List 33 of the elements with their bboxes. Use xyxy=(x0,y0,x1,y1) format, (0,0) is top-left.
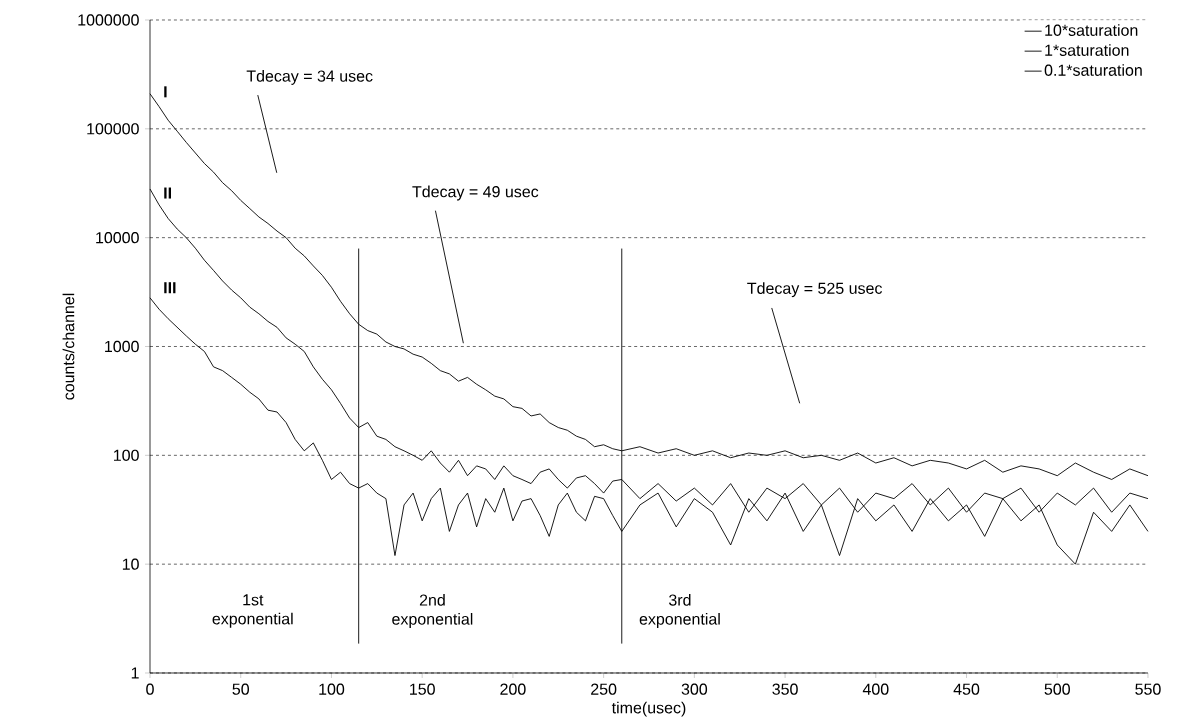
x-axis-title: time(usec) xyxy=(611,701,686,717)
annotation: Tdecay = 34 usec xyxy=(246,70,373,85)
y-tick-label: 10 xyxy=(122,558,139,570)
x-tick-label: 0 xyxy=(146,683,154,695)
y-tick-label: 100 xyxy=(114,449,139,461)
annotation: Tdecay = 525 usec xyxy=(747,282,883,298)
annotation: II xyxy=(164,187,171,199)
legend-label: 10*saturation xyxy=(1045,24,1138,36)
y-tick-label: 1000 xyxy=(105,340,139,353)
x-tick-label: 550 xyxy=(1135,683,1161,695)
x-tick-label: 150 xyxy=(410,683,435,695)
y-tick-label: 10000 xyxy=(96,232,139,244)
y-axis-title: counts/channel xyxy=(62,293,75,400)
legend-label: 1*saturation xyxy=(1045,44,1129,56)
x-tick-label: 500 xyxy=(1044,683,1070,695)
annotation: 3rd exponential xyxy=(639,594,720,628)
x-tick-label: 200 xyxy=(500,683,526,695)
x-tick-label: 350 xyxy=(772,683,798,695)
annotation: 1st exponential xyxy=(212,594,293,628)
y-tick-label: 100000 xyxy=(87,123,139,135)
x-tick-label: 400 xyxy=(862,683,889,695)
legend-label: 0.1*saturation xyxy=(1044,64,1142,76)
y-tick-label: 1 xyxy=(131,667,139,679)
x-tick-label: 50 xyxy=(232,683,250,695)
x-tick-label: 450 xyxy=(953,683,980,695)
annotation: I xyxy=(164,86,167,98)
annotation: 2nd exponential xyxy=(392,594,473,628)
annotation: III xyxy=(164,282,176,294)
y-tick-label: 1000000 xyxy=(78,14,139,26)
annotation: Tdecay = 49 usec xyxy=(412,185,539,201)
x-tick-label: 100 xyxy=(319,683,345,695)
x-tick-label: 300 xyxy=(681,683,708,695)
x-tick-label: 250 xyxy=(591,683,617,695)
